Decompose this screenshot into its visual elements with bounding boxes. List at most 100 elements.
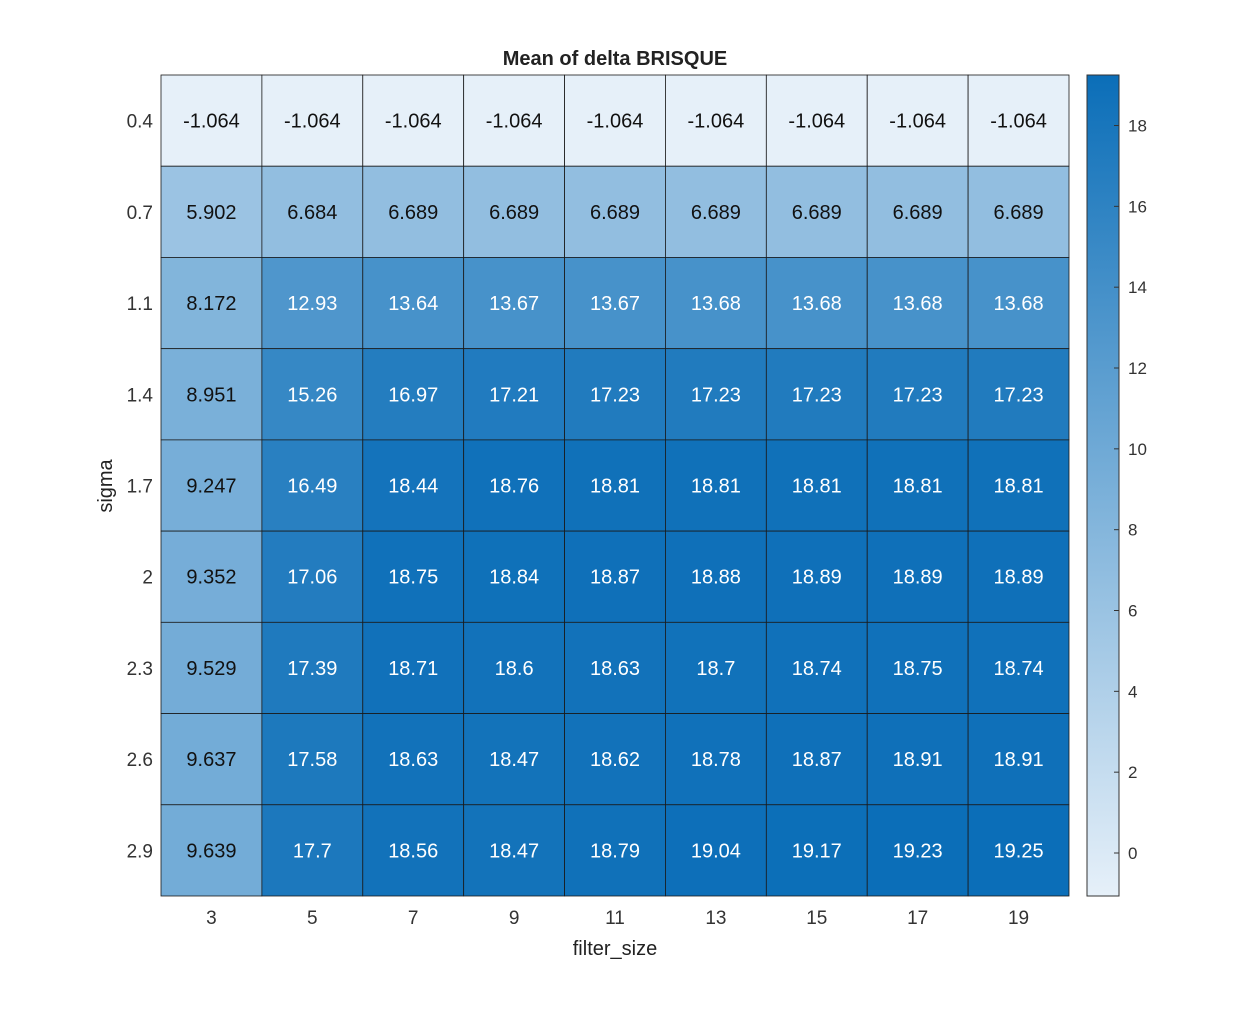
heatmap-cell [765,165,868,258]
heatmap-cell [463,530,565,623]
x-tick-label: 7 [408,908,419,929]
heatmap-cell [866,713,969,806]
heatmap-cell [362,165,465,258]
heatmap-cell [866,348,969,441]
heatmap-cell [665,74,767,167]
cell-value-label: 18.56 [388,840,438,862]
heatmap-cell [665,165,767,258]
cell-value-label: 18.81 [994,476,1044,498]
chart-title: Mean of delta BRISQUE [503,48,727,70]
cell-value-label: -1.064 [990,111,1047,133]
heatmap-cell [261,530,364,623]
cell-value-label: 9.529 [186,658,236,680]
cell-value-label: 13.68 [792,293,842,315]
heatmap-cell [665,804,767,897]
cell-value-label: 18.91 [994,749,1044,771]
cell-value-label: 18.91 [893,749,943,771]
cell-value-label: 18.74 [792,658,842,680]
cell-value-label: 18.81 [893,476,943,498]
cell-value-label: 6.689 [893,202,943,224]
cell-value-label: 17.23 [994,384,1044,406]
heatmap-cell [866,530,969,623]
heatmap-cell [261,348,364,441]
heatmap-cell [564,804,666,897]
cell-value-label: 18.62 [590,749,640,771]
cell-value-label: 9.352 [186,567,236,589]
cell-value-label: 18.6 [495,658,534,680]
cell-value-label: 18.78 [691,749,741,771]
heatmap-cell [967,165,1070,258]
cell-value-label: 17.23 [792,384,842,406]
cell-value-label: 18.79 [590,840,640,862]
heatmap-cell [967,530,1070,623]
heatmap-cell [564,257,666,350]
colorbar-tick-label: 12 [1128,359,1147,378]
heatmap-cell [564,621,666,714]
heatmap-cell [564,165,666,258]
cell-value-label: 6.689 [489,202,539,224]
heatmap-cell [463,348,565,441]
x-axis-label: filter_size [573,938,657,960]
cell-value-label: 12.93 [287,293,337,315]
cell-value-label: 18.87 [792,749,842,771]
cell-value-label: 18.63 [388,749,438,771]
heatmap-cell [160,530,263,623]
y-tick-label: 0.7 [127,203,153,224]
heatmap-cell [160,804,263,897]
heatmap-cell [463,439,565,532]
heatmap-cells: -1.064 -1.064 -1.064 -1.064 -1.064 -1.064 -1.0… [160,74,1070,897]
cell-value-label: -1.064 [284,111,341,133]
heatmap-cell [564,713,666,806]
heatmap-cell [564,530,666,623]
cell-value-label: 18.84 [489,567,539,589]
heatmap-cell [362,74,465,167]
heatmap-cell [765,621,868,714]
x-tick-label: 19 [1008,908,1029,929]
heatmap-cell [866,165,969,258]
cell-value-label: 9.247 [186,476,236,498]
colorbar-tick-label: 10 [1128,440,1147,459]
y-tick-label: 1.4 [127,385,154,406]
y-tick-label: 2 [142,568,153,589]
cell-value-label: 18.7 [696,658,735,680]
cell-value-label: 18.47 [489,749,539,771]
cell-value-label: 5.902 [186,202,236,224]
cell-value-label: 18.81 [792,476,842,498]
cell-value-label: 18.63 [590,658,640,680]
cell-value-label: 6.689 [590,202,640,224]
cell-value-label: 15.26 [287,384,337,406]
cell-value-label: -1.064 [788,111,845,133]
cell-value-label: 6.684 [287,202,337,224]
y-tick-label: 1.7 [127,477,153,498]
y-axis-label: sigma [95,458,117,512]
cell-value-label: 8.951 [186,384,236,406]
cell-value-label: 13.68 [691,293,741,315]
cell-value-label: 6.689 [994,202,1044,224]
heatmap-cell [967,439,1070,532]
heatmap-cell [160,621,263,714]
y-tick-label: 2.6 [127,750,153,771]
x-tick-label: 17 [907,908,928,929]
cell-value-label: 19.25 [994,840,1044,862]
cell-value-label: 8.172 [186,293,236,315]
cell-value-label: 18.44 [388,476,438,498]
heatmap-cell [765,713,868,806]
heatmap-cell [160,165,263,258]
heatmap-cell [665,530,767,623]
cell-value-label: 18.89 [893,567,943,589]
cell-value-label: 18.74 [994,658,1044,680]
y-tick-label: 2.3 [127,659,153,680]
cell-value-label: 16.49 [287,476,337,498]
y-tick-labels: 0.4 0.7 1.1 1.4 1.7 2 2.3 2.6 2.9 [127,112,154,863]
cell-value-label: 18.88 [691,567,741,589]
cell-value-label: 18.47 [489,840,539,862]
x-tick-label: 5 [307,908,318,929]
cell-value-label: -1.064 [183,111,240,133]
cell-value-label: 13.67 [489,293,539,315]
heatmap-cell [160,74,263,167]
cell-value-label: -1.064 [688,111,745,133]
cell-value-label: -1.064 [385,111,442,133]
heatmap-cell [261,804,364,897]
cell-value-label: 19.04 [691,840,741,862]
cell-value-label: 17.23 [590,384,640,406]
